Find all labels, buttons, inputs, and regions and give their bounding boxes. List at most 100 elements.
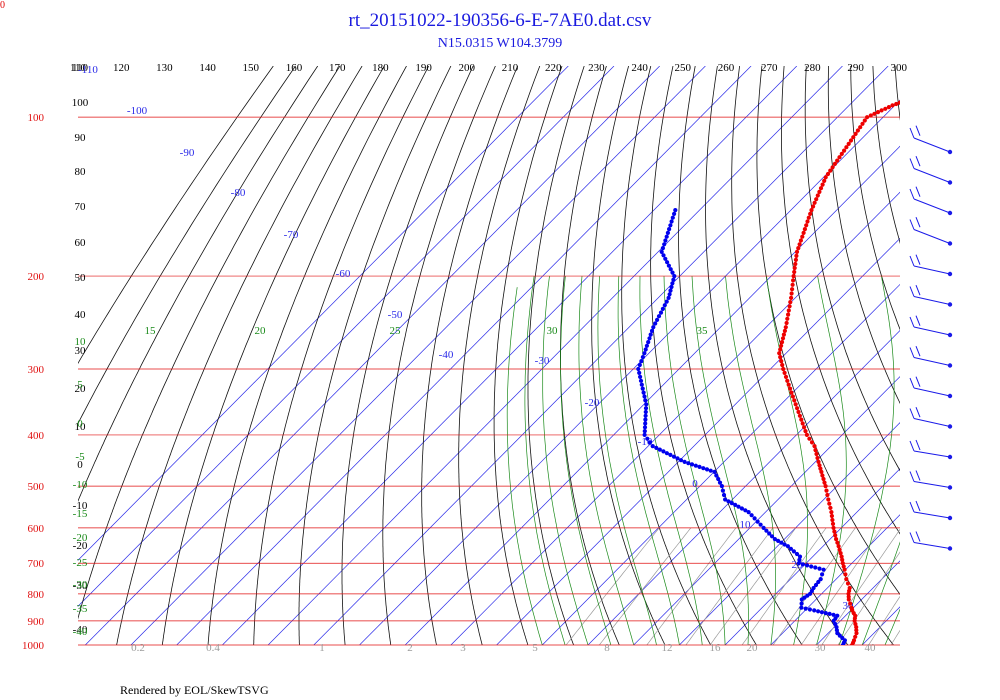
- isotherm-line: [130, 66, 706, 645]
- temperature-point: [791, 278, 796, 283]
- temperature-point: [916, 94, 920, 98]
- temperature-point: [788, 386, 793, 391]
- dry-adiabat-line: [678, 66, 803, 645]
- temperature-point: [971, 82, 975, 86]
- dewpoint-point: [729, 501, 734, 506]
- moist-adiabat-line: [560, 276, 612, 645]
- dewpoint-point: [796, 561, 802, 566]
- wind-barb-feather: [909, 286, 915, 297]
- dewpoint-point: [670, 270, 675, 275]
- temperature-point: [794, 249, 800, 254]
- temperature-point: [829, 513, 835, 519]
- temperature-point: [853, 131, 858, 136]
- temperature-point: [939, 88, 943, 92]
- dry-adiabat-line: [78, 66, 274, 365]
- dewpoint-point: [667, 227, 672, 232]
- temperature-point: [846, 141, 851, 146]
- wind-barb-staff: [913, 168, 951, 183]
- dewpoint-point: [689, 462, 695, 467]
- temperature-point: [912, 95, 916, 99]
- isotherm-line: [496, 237, 900, 645]
- dry-adiabat-label: -30: [73, 580, 88, 592]
- pressure-tick-label: 300: [28, 364, 45, 376]
- theta-tick-label: 130: [156, 62, 173, 74]
- wind-barb-feather: [915, 470, 921, 481]
- temperature-point: [844, 577, 849, 582]
- dry-adiabat-label: 100: [72, 97, 89, 109]
- temperature-point: [862, 118, 867, 123]
- dewpoint-point: [833, 621, 838, 627]
- dewpoint-point: [813, 565, 818, 570]
- dewpoint-point: [664, 299, 669, 304]
- moist-adiabat-line: [884, 608, 900, 645]
- dewpoint-point: [816, 579, 821, 585]
- temperature-point: [847, 585, 852, 591]
- dry-adiabat-line: [78, 66, 296, 425]
- dewpoint-point: [650, 444, 655, 449]
- dewpoint-point: [797, 554, 803, 559]
- theta-tick-label: 110: [70, 62, 87, 74]
- dewpoint-point: [811, 585, 816, 591]
- dewpoint-point: [791, 549, 797, 554]
- dewpoint-point: [638, 378, 644, 383]
- moist-adiabat-label: -20: [73, 532, 88, 544]
- temperature-point: [935, 89, 939, 93]
- dewpoint-point: [639, 382, 644, 387]
- temperature-point: [793, 257, 799, 262]
- dewpoint-point: [693, 463, 698, 468]
- moist-adiabat-label: 15: [145, 325, 157, 337]
- temperature-point: [894, 101, 899, 107]
- dry-adiabat-line: [984, 66, 1000, 645]
- temperature-point: [782, 328, 788, 333]
- dewpoint-point: [669, 219, 674, 224]
- dewpoint-point: [665, 230, 671, 235]
- mixing-ratio-label: 0.2: [131, 642, 145, 654]
- wind-barb-feather: [909, 471, 915, 482]
- dewpoint-point: [661, 449, 666, 454]
- isotherm-label: 20: [792, 559, 804, 571]
- wind-barb-feather: [909, 188, 915, 200]
- wind-barb-feather: [915, 315, 921, 326]
- temperature-point: [796, 409, 801, 415]
- temperature-point: [837, 547, 842, 552]
- temperature-point: [789, 390, 794, 395]
- dewpoint-point: [733, 502, 738, 507]
- temperature-point: [778, 347, 783, 352]
- temperature-point: [834, 537, 839, 542]
- isotherm-line: [267, 66, 843, 645]
- temperature-point: [842, 148, 847, 153]
- dewpoint-point: [670, 215, 675, 220]
- temperature-point: [811, 204, 816, 209]
- dry-adiabat-line: [207, 66, 407, 645]
- dewpoint-point: [809, 564, 814, 569]
- theta-tick-label: 260: [718, 62, 735, 74]
- mixing-ratio-label: 12: [662, 642, 673, 654]
- temperature-point: [832, 161, 838, 166]
- temperature-point: [872, 111, 877, 116]
- dewpoint-point: [643, 398, 648, 403]
- wind-barb-feather: [915, 531, 921, 542]
- temperature-point: [792, 398, 797, 403]
- wind-barb-feather: [909, 377, 915, 389]
- temperature-point: [783, 325, 788, 330]
- mixing-ratio-label: 3: [460, 642, 466, 654]
- temperature-point: [837, 155, 842, 160]
- dry-adiabat-label: 40: [75, 309, 87, 321]
- temperature-point: [843, 572, 848, 577]
- dry-adiabat-label: -40: [73, 624, 88, 636]
- dry-adiabat-line: [493, 66, 563, 645]
- temperature-point: [815, 455, 820, 461]
- wind-barbs: [909, 125, 953, 551]
- mixing-ratio-label: 1: [319, 642, 325, 654]
- dewpoint-point: [643, 413, 648, 418]
- temperature-point: [901, 99, 905, 103]
- temperature-point: [828, 168, 833, 173]
- isotherm-label: 0: [692, 478, 698, 490]
- dry-adiabat-line: [78, 66, 319, 502]
- dewpoint-point: [812, 608, 817, 613]
- temperature-point: [826, 497, 831, 502]
- isotherm-label: 30: [843, 600, 855, 612]
- theta-tick-label: 160: [286, 62, 303, 74]
- wind-barb-feather: [909, 408, 915, 419]
- chart-title: rt_20151022-190356-6-E-7AE0.dat.csv: [348, 10, 652, 31]
